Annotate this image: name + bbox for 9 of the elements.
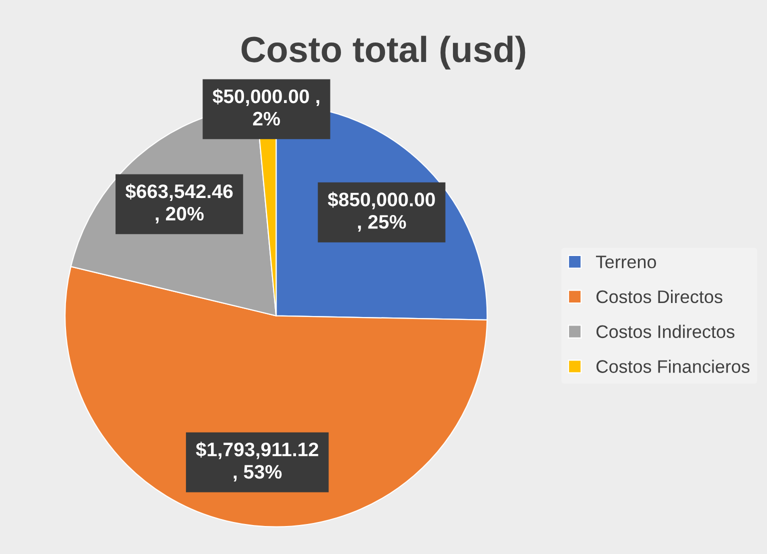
legend-label: Costos Financieros xyxy=(596,360,750,373)
chart-title: Costo total (usd) xyxy=(242,36,526,70)
data-label: $663,542.46 , 20% xyxy=(126,184,233,224)
data-label: $50,000.00 , 2% xyxy=(212,88,320,126)
data-label: $850,000.00 , 25% xyxy=(328,192,435,232)
data-label: $1,793,911.12 , 53% xyxy=(196,442,318,482)
legend-label: Terreno xyxy=(596,256,656,268)
legend-label: Costos Directos xyxy=(596,290,722,304)
legend-label: Costos Indirectos xyxy=(596,324,734,338)
